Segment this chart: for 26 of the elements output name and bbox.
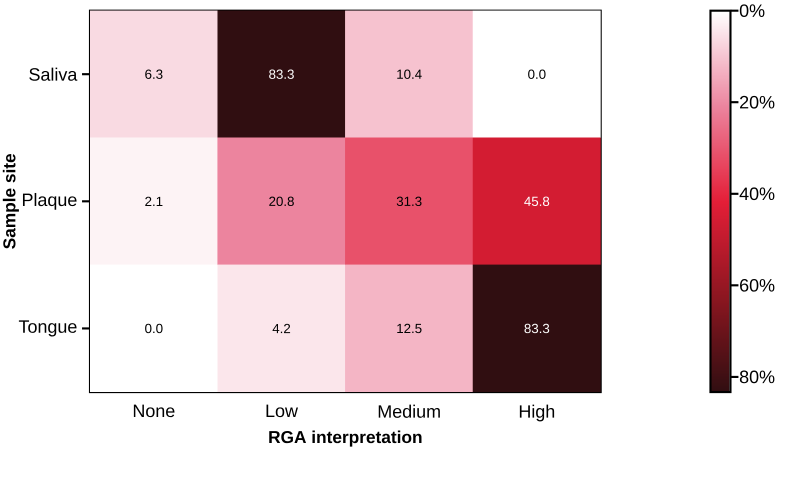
y-axis-title: Sample site <box>2 154 19 249</box>
data-label: 20.8 <box>269 196 294 206</box>
data-label: 83.3 <box>524 324 550 334</box>
color-bar-label: 60% <box>740 278 774 292</box>
data-label: 83.3 <box>269 70 294 79</box>
color-bar-label: 80% <box>740 370 774 384</box>
data-label: 45.8 <box>524 196 550 206</box>
color-bar-label: 20% <box>740 96 774 109</box>
data-label: 12.5 <box>397 324 422 334</box>
data-label: 2.1 <box>145 196 162 206</box>
data-label: 31.3 <box>396 196 422 206</box>
y-tick-label: Tongue <box>18 320 77 336</box>
data-label: 0.0 <box>145 324 163 334</box>
x-tick-label: None <box>134 404 174 418</box>
data-label: 4.2 <box>272 324 290 334</box>
data-label: 6.3 <box>145 70 162 79</box>
x-tick-label: High <box>520 404 554 422</box>
x-tick-label: Low <box>266 404 298 418</box>
data-label: 10.4 <box>397 70 422 79</box>
x-axis-title: RGA interpretation <box>269 430 422 447</box>
y-tick-label: Saliva <box>29 68 78 81</box>
x-tick-label: Medium <box>378 404 440 418</box>
data-label: 0.0 <box>528 70 546 79</box>
color-bar-label: 0% <box>740 4 764 18</box>
y-tick-label: Plaque <box>22 192 77 210</box>
color-bar-label: 40% <box>740 187 774 200</box>
